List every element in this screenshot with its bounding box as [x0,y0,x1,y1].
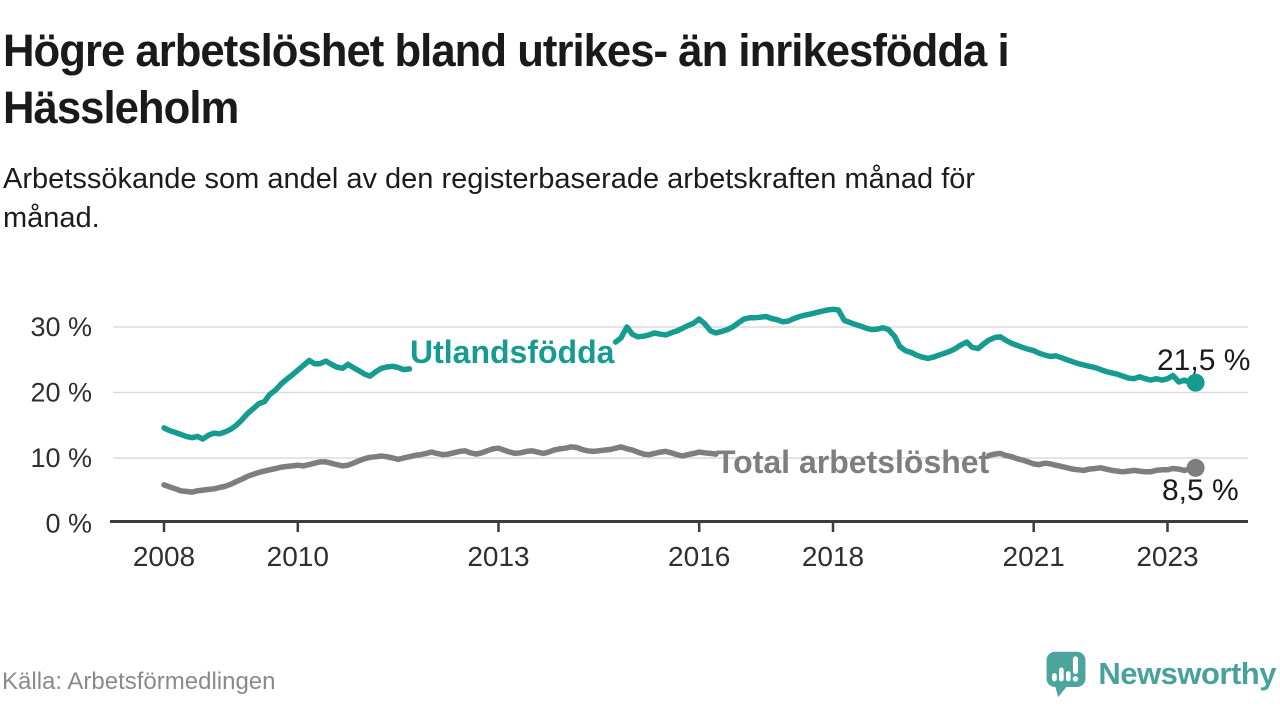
series-label: Utlandsfödda [410,334,615,370]
chart-title-line-2: Hässleholm [3,82,239,133]
y-axis-label: 10 % [30,443,92,473]
label-layer: Utlandsfödda 21,5 % Total arbetslöshet 8,5 … [410,334,1250,507]
y-axis-label: 20 % [30,378,92,408]
x-axis-label: 2018 [802,541,864,572]
chart-subtitle-line-2: månad. [3,202,100,234]
series-line-utlandsfodda [612,306,1199,386]
grid-layer [113,326,1248,459]
series-line-total [986,450,1199,475]
series-layer [161,306,1205,495]
series-end-value-label: 21,5 % [1157,344,1250,377]
newsworthy-bubble-chart-icon [1046,651,1086,698]
y-axis-label: 30 % [30,312,92,342]
series-label: Total arbetslöshet [716,444,990,480]
series-line-total [161,444,719,495]
series-end-dot [1186,373,1205,392]
x-axis-label: 2021 [1003,541,1065,572]
source-note: Källa: Arbetsförmedlingen [2,668,276,695]
x-axis-label: 2008 [133,541,195,572]
series-end-value-label: 8,5 % [1162,474,1239,507]
newsworthy-wordmark: Newsworthy [1098,656,1276,691]
x-axis-label: 2010 [267,541,329,572]
y-axis-label: 0 % [45,509,92,539]
axis-layer: 0 % 10 % 20 % 30 % 2008 2010 2013 2016 2018 2021 2… [30,312,1248,572]
x-axis-label: 2016 [668,541,730,572]
chart-title-line-1: Högre arbetslöshet bland utrikes- än inr… [3,25,1010,76]
series-line-utlandsfodda [161,357,413,442]
chart-title: Högre arbetslöshet bland utrikes- än inr… [3,22,1225,136]
series-end-dot [1186,458,1205,477]
x-axis-label: 2023 [1136,541,1198,572]
chart-subtitle-line-1: Arbetssökande som andel av den registerb… [3,163,976,195]
chart-subtitle: Arbetssökande som andel av den registerb… [3,160,1213,238]
newsworthy-logo: Newsworthy [1043,649,1276,699]
x-axis-label: 2013 [467,541,529,572]
